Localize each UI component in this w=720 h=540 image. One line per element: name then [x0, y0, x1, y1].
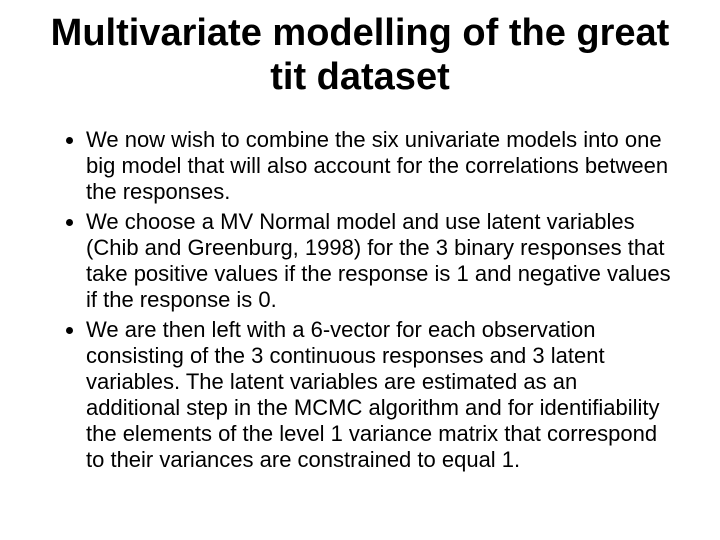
slide: Multivariate modelling of the great tit … — [0, 0, 720, 540]
slide-title: Multivariate modelling of the great tit … — [48, 12, 672, 99]
list-item: We are then left with a 6-vector for eac… — [86, 317, 672, 473]
list-item: We choose a MV Normal model and use late… — [86, 209, 672, 313]
list-item: We now wish to combine the six univariat… — [86, 127, 672, 205]
bullet-list: We now wish to combine the six univariat… — [48, 127, 672, 472]
